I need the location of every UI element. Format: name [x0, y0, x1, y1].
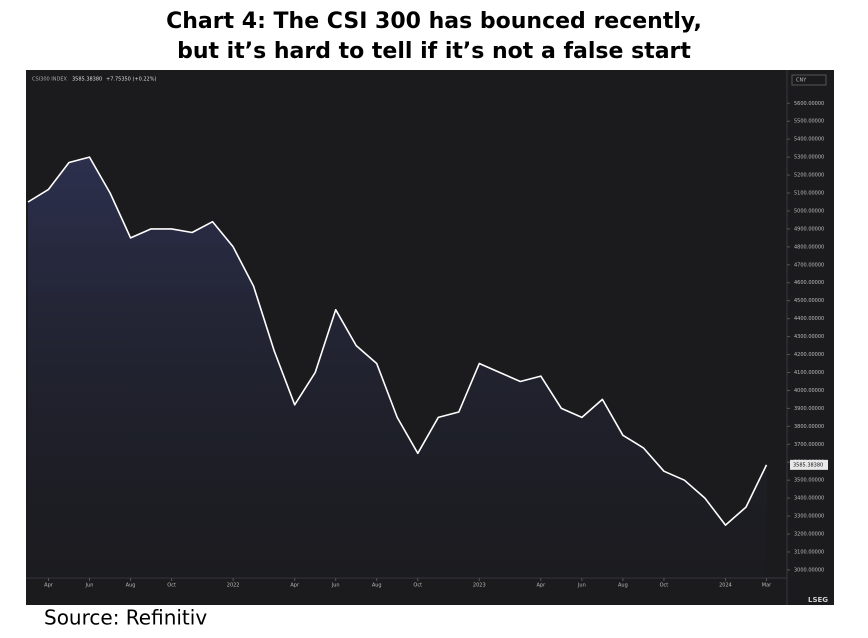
last-value-label: 3585.38380 [793, 462, 823, 468]
brand: LSEG [808, 596, 828, 604]
y-tick-label: 3700.00000 [794, 442, 824, 448]
x-tick-label: Oct [167, 583, 176, 589]
y-tick-label: 3900.00000 [794, 406, 824, 412]
y-tick-label: 3100.00000 [794, 549, 824, 555]
x-tick-label: Aug [126, 583, 136, 589]
y-tick-label: 4200.00000 [794, 352, 824, 358]
y-tick-label: 5400.00000 [794, 137, 824, 143]
price: 3585.38380 [72, 77, 102, 83]
y-tick-label: 3000.00000 [794, 567, 824, 573]
x-tick-label: 2024 [719, 583, 732, 589]
y-tick-label: 5600.00000 [794, 101, 824, 107]
y-tick-label: 3400.00000 [794, 496, 824, 502]
y-tick-label: 4800.00000 [794, 244, 824, 250]
source: Source: Refinitiv [44, 606, 207, 630]
y-tick-label: 4500.00000 [794, 298, 824, 304]
change: +7.75350 (+0.22%) [106, 77, 156, 83]
y-tick-label: 3200.00000 [794, 532, 824, 538]
x-tick-label: 2022 [227, 583, 240, 589]
x-tick-label: Apr [44, 583, 54, 589]
y-tick-label: 3300.00000 [794, 514, 824, 520]
y-tick-label: 5500.00000 [794, 119, 824, 125]
currency-box [791, 74, 827, 86]
x-tick-label: Apr [290, 583, 300, 589]
y-tick-label: 4900.00000 [794, 226, 824, 232]
y-tick-label: 5100.00000 [794, 191, 824, 197]
last-value-box [790, 459, 828, 470]
x-tick-label: Oct [413, 583, 422, 589]
y-tick-label: 4100.00000 [794, 370, 824, 376]
index-name: CSI300 INDEX [32, 77, 67, 83]
y-tick-label: 4700.00000 [794, 262, 824, 268]
y-tick-label: 4400.00000 [794, 316, 824, 322]
y-tick-label: 3800.00000 [794, 424, 824, 430]
y-tick-label: 4000.00000 [794, 388, 824, 394]
currency: CNY [796, 78, 807, 84]
y-tick-label: 5000.00000 [794, 208, 824, 214]
x-tick-label: Aug [618, 583, 628, 589]
y-tick-label: 5200.00000 [794, 173, 824, 179]
x-tick-label: Jun [85, 583, 94, 589]
x-tick-label: Jun [577, 583, 586, 589]
area [28, 157, 767, 578]
x-tick-label: Mar [762, 583, 772, 589]
y-tick-label: 5300.00000 [794, 155, 824, 161]
chart-title: Chart 4: The CSI 300 has bounced recentl… [166, 9, 702, 34]
line [27, 156, 768, 526]
y-tick-label: 4300.00000 [794, 334, 824, 340]
x-tick-label: Aug [372, 583, 382, 589]
x-tick-label: 2023 [473, 583, 486, 589]
chart-title: but it’s hard to tell if it’s not a fals… [177, 39, 691, 64]
y-tick-label: 3500.00000 [794, 478, 824, 484]
x-tick-label: Jun [331, 583, 340, 589]
x-tick-label: Oct [660, 583, 669, 589]
x-tick-label: Apr [537, 583, 547, 589]
y-tick-label: 4600.00000 [794, 280, 824, 286]
